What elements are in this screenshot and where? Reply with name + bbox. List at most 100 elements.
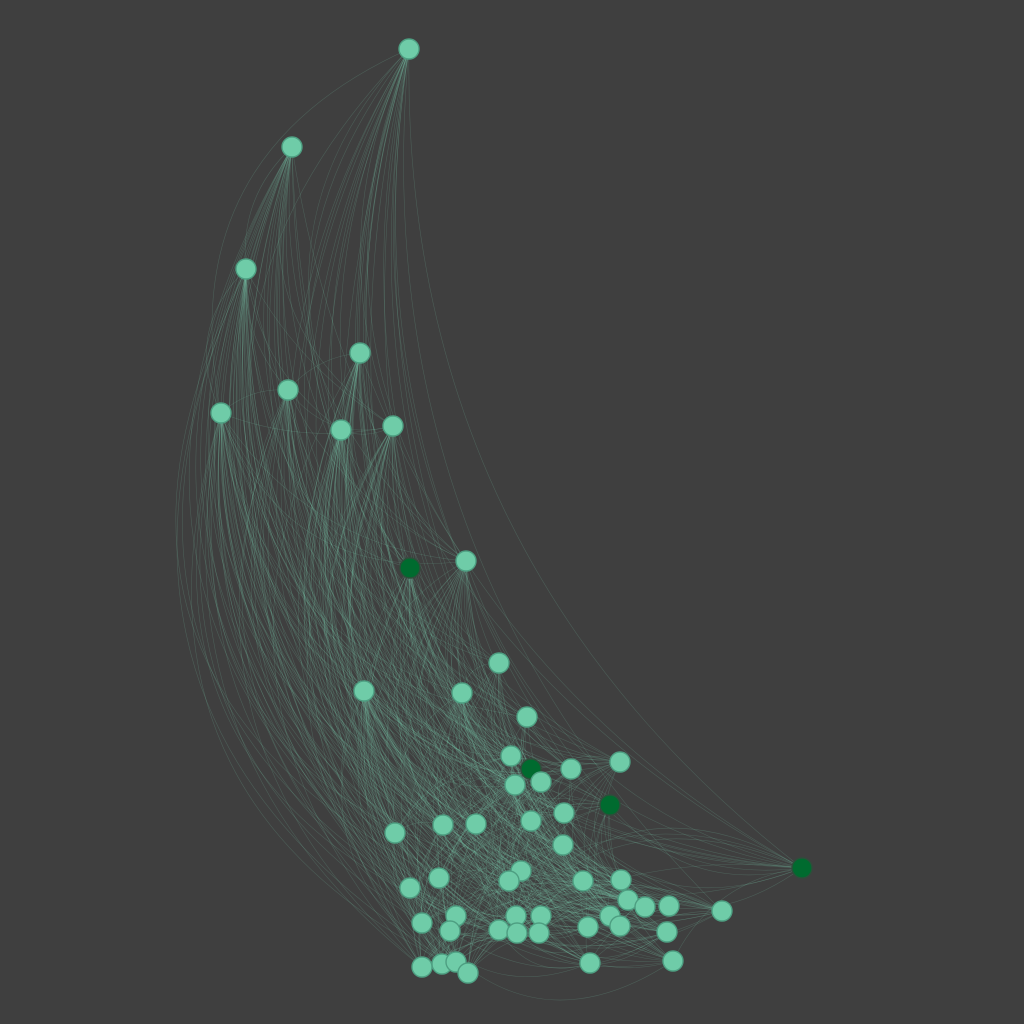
graph-edge xyxy=(244,268,591,964)
graph-edge xyxy=(484,662,510,882)
graph-node[interactable] xyxy=(210,402,232,424)
graph-node[interactable] xyxy=(349,342,371,364)
graph-edge xyxy=(421,883,646,924)
graph-edge xyxy=(511,784,542,917)
graph-edge xyxy=(313,352,457,917)
graph-edge xyxy=(467,896,646,974)
graph-edge xyxy=(393,692,463,834)
highlighted-graph-node[interactable] xyxy=(399,557,421,579)
graph-edge xyxy=(321,429,517,917)
graph-edge xyxy=(486,784,516,931)
graph-node[interactable] xyxy=(488,919,510,941)
graph-edge xyxy=(214,146,510,882)
graph-node[interactable] xyxy=(439,920,461,942)
edge-layer xyxy=(175,48,803,1001)
graph-edge xyxy=(362,425,518,934)
graph-edge xyxy=(359,352,500,664)
graph-node[interactable] xyxy=(634,896,656,918)
graph-edge xyxy=(469,662,500,931)
graph-node[interactable] xyxy=(711,900,733,922)
graph-edge xyxy=(409,567,723,912)
graph-edge xyxy=(409,567,621,927)
graph-node[interactable] xyxy=(399,877,421,899)
graph-edge xyxy=(409,812,565,889)
graph-node[interactable] xyxy=(432,814,454,836)
graph-edge xyxy=(394,755,512,834)
graph-node[interactable] xyxy=(658,895,680,917)
graph-edge xyxy=(451,560,589,928)
graph-edge xyxy=(408,48,803,869)
graph-node[interactable] xyxy=(577,916,599,938)
graph-edge xyxy=(363,690,621,927)
graph-edge xyxy=(540,781,589,928)
graph-node[interactable] xyxy=(506,922,528,944)
graph-edge xyxy=(276,389,589,928)
graph-node[interactable] xyxy=(656,921,678,943)
graph-edge xyxy=(464,560,621,763)
graph-edge xyxy=(245,268,646,908)
graph-edge xyxy=(245,268,517,917)
highlighted-graph-node[interactable] xyxy=(791,857,813,879)
graph-node[interactable] xyxy=(610,869,632,891)
graph-edge xyxy=(343,425,394,692)
graph-edge xyxy=(465,560,572,770)
graph-node[interactable] xyxy=(382,415,404,437)
graph-node[interactable] xyxy=(281,136,303,158)
graph-edge xyxy=(244,268,512,757)
graph-node[interactable] xyxy=(451,682,473,704)
graph-node[interactable] xyxy=(504,774,526,796)
graph-node[interactable] xyxy=(530,771,552,793)
graph-node[interactable] xyxy=(465,813,487,835)
graph-edge xyxy=(340,429,674,962)
graph-node[interactable] xyxy=(662,950,684,972)
graph-edge xyxy=(348,425,469,974)
graph-node[interactable] xyxy=(488,652,510,674)
graph-node[interactable] xyxy=(553,802,575,824)
graph-node[interactable] xyxy=(457,962,479,984)
graph-edge xyxy=(514,784,674,962)
graph-edge xyxy=(455,781,542,917)
graph-node[interactable] xyxy=(411,912,433,934)
graph-node[interactable] xyxy=(516,706,538,728)
graph-node[interactable] xyxy=(411,956,433,978)
graph-edge xyxy=(349,425,396,834)
graph-node[interactable] xyxy=(455,550,477,572)
graph-node[interactable] xyxy=(528,922,550,944)
graph-edge xyxy=(421,844,564,924)
graph-node[interactable] xyxy=(428,867,450,889)
graph-edge xyxy=(239,268,621,763)
graph-edge xyxy=(395,567,540,934)
graph-node[interactable] xyxy=(277,379,299,401)
graph-edge xyxy=(220,412,670,907)
graph-node[interactable] xyxy=(353,680,375,702)
graph-edge xyxy=(363,690,510,882)
graph-node[interactable] xyxy=(384,822,406,844)
graph-node[interactable] xyxy=(579,952,601,974)
graph-edge xyxy=(403,48,723,912)
graph-node[interactable] xyxy=(520,810,542,832)
graph-node[interactable] xyxy=(498,870,520,892)
graph-edge xyxy=(277,146,522,872)
graph-edge xyxy=(245,268,500,664)
graph-node[interactable] xyxy=(609,751,631,773)
graph-node[interactable] xyxy=(235,258,257,280)
graph-node[interactable] xyxy=(330,419,352,441)
graph-node[interactable] xyxy=(609,915,631,937)
graph-edge xyxy=(363,560,467,692)
graph-node[interactable] xyxy=(552,834,574,856)
graph-edge xyxy=(526,716,674,962)
graph-edge xyxy=(392,425,589,928)
graph-edge xyxy=(495,716,528,882)
graph-edge xyxy=(262,389,457,917)
graph-node[interactable] xyxy=(398,38,420,60)
graph-edge xyxy=(287,389,572,770)
highlighted-graph-node[interactable] xyxy=(599,794,621,816)
graph-node[interactable] xyxy=(572,870,594,892)
graph-edge xyxy=(363,690,477,825)
graph-edge xyxy=(530,820,622,881)
graph-edge xyxy=(569,768,668,933)
graph-node[interactable] xyxy=(500,745,522,767)
graph-node[interactable] xyxy=(560,758,582,780)
graph-edge xyxy=(441,895,723,965)
graph-edge xyxy=(392,425,646,908)
